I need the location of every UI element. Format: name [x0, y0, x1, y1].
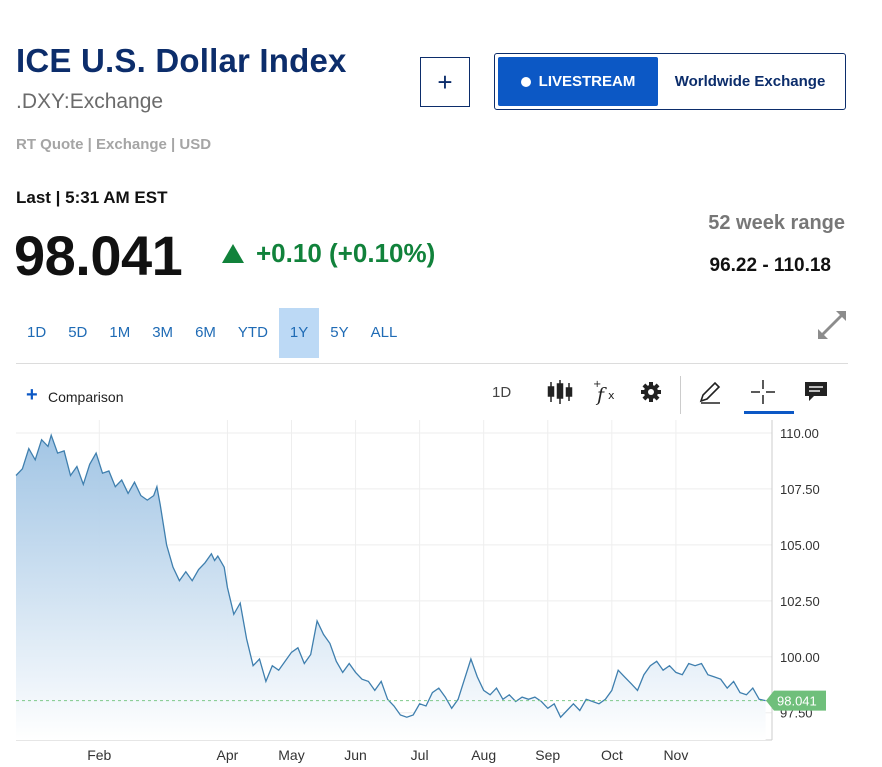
x-tick-label: Aug: [471, 747, 496, 763]
divider: [16, 363, 848, 364]
live-dot-icon: [520, 76, 531, 87]
range-label: 52 week range: [708, 212, 845, 234]
symbol-label: .DXY:Exchange: [16, 90, 164, 113]
expand-icon[interactable]: [815, 308, 849, 342]
price-change: +0.10 (+0.10%): [222, 238, 435, 269]
svg-text:f: f: [595, 384, 607, 406]
tab-ytd[interactable]: YTD: [237, 324, 268, 341]
livestream-button[interactable]: LIVESTREAM: [498, 57, 658, 106]
price-line: [15, 433, 766, 719]
x-tick-label: Feb: [87, 747, 111, 763]
range-value: 96.22 - 110.18: [709, 255, 832, 276]
add-to-watchlist-button[interactable]: +: [420, 57, 470, 107]
interval-selector[interactable]: 1D: [492, 384, 512, 401]
active-tool-indicator: [744, 411, 794, 414]
livestream-box: LIVESTREAM Worldwide Exchange: [494, 53, 846, 110]
tab-3m[interactable]: 3M: [152, 324, 174, 341]
tab-1y[interactable]: 1Y: [278, 308, 320, 358]
comparison-plus-icon[interactable]: +: [26, 384, 38, 406]
x-tick-label: Jun: [344, 747, 367, 763]
worldwide-exchange-link[interactable]: Worldwide Exchange: [674, 73, 826, 90]
svg-text:+: +: [593, 379, 601, 390]
x-tick-label: May: [278, 747, 304, 763]
y-tick-label: 102.50: [780, 594, 820, 609]
toolbar-divider: [680, 376, 681, 414]
time-range-tabs: 1D 5D 1M 3M 6M YTD 1Y 5Y ALL: [16, 308, 408, 358]
tab-1m[interactable]: 1M: [109, 324, 131, 341]
x-tick-label: Nov: [663, 747, 688, 763]
last-price: 98.041: [14, 224, 183, 287]
page-title: ICE U.S. Dollar Index: [16, 42, 347, 79]
comparison-button[interactable]: Comparison: [48, 389, 124, 405]
tab-5y[interactable]: 5Y: [330, 324, 349, 341]
crosshair-icon[interactable]: [749, 378, 777, 406]
gear-icon[interactable]: [637, 378, 665, 406]
x-tick-label: Oct: [601, 747, 623, 763]
last-price-tag: [766, 690, 826, 711]
y-tick-label: 110.00: [780, 426, 819, 441]
x-tick-label: Jul: [411, 747, 429, 763]
y-tick-label: 105.00: [780, 538, 820, 553]
quote-meta: RT Quote | Exchange | USD: [16, 136, 212, 153]
livestream-label: LIVESTREAM: [538, 73, 636, 90]
last-trade-time: Last | 5:31 AM EST: [16, 188, 168, 207]
up-arrow-icon: [222, 244, 244, 263]
x-tick-label: Sep: [535, 747, 560, 763]
y-tick-label: 100.00: [780, 650, 820, 665]
candlestick-icon[interactable]: [546, 378, 574, 406]
price-area: [16, 435, 766, 740]
y-tick-label: 107.50: [780, 482, 820, 497]
tab-5d[interactable]: 5D: [68, 324, 88, 341]
last-price-tag-label: 98.041: [777, 694, 817, 709]
tab-6m[interactable]: 6M: [195, 324, 216, 341]
pencil-icon[interactable]: [696, 378, 724, 406]
tab-all[interactable]: ALL: [370, 324, 398, 341]
comment-icon[interactable]: [802, 378, 830, 406]
svg-text:x: x: [608, 389, 615, 402]
function-icon[interactable]: + f x: [592, 378, 620, 406]
tab-1d[interactable]: 1D: [27, 324, 47, 341]
x-tick-label: Apr: [217, 747, 239, 763]
price-change-value: +0.10 (+0.10%): [256, 238, 436, 268]
